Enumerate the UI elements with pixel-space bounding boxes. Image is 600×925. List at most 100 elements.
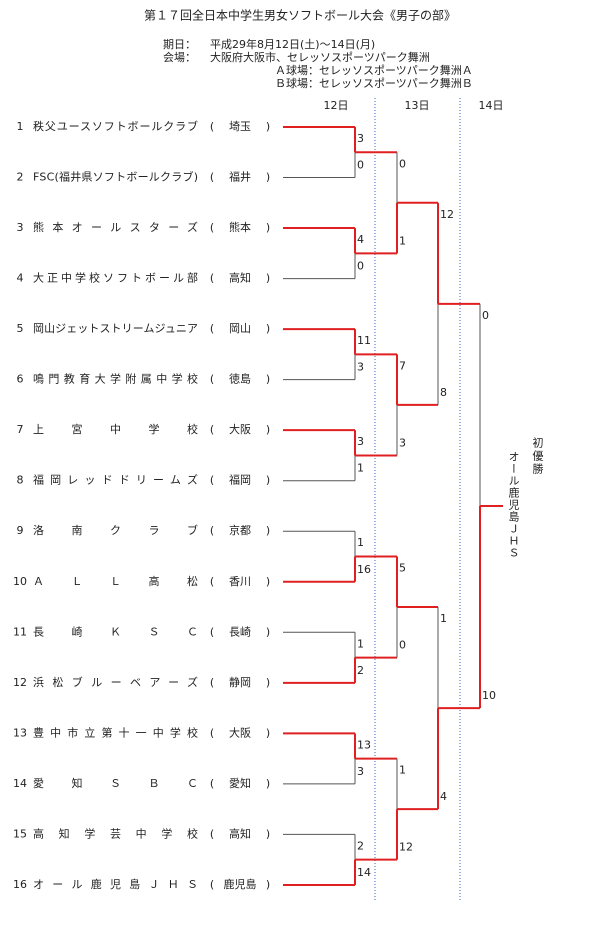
team-prefecture: 福岡 — [229, 473, 251, 487]
team-prefecture: 長崎 — [229, 624, 251, 638]
paren: ( — [210, 120, 214, 133]
team-number: 5 — [17, 322, 24, 335]
venue: 大阪府大阪市、セレッソスポーツパーク舞洲 — [210, 50, 430, 64]
team-name: 岡山ジェットストリームジュニア — [33, 322, 198, 335]
team-number: 7 — [17, 423, 24, 436]
paren: ( — [210, 524, 214, 537]
score: 0 — [482, 309, 489, 322]
paren: ( — [210, 625, 214, 638]
team-name: FSC(福井県ソフトボールクラブ) — [33, 170, 198, 184]
champion-team: オール鹿児島ＪＨＳ — [507, 451, 520, 559]
paren: ) — [266, 878, 270, 891]
paren: ) — [266, 676, 270, 689]
day-label: 12日 — [324, 99, 349, 112]
champion-note: 初優勝 — [531, 436, 544, 476]
team-prefecture: 静岡 — [229, 675, 251, 689]
paren: ) — [266, 777, 270, 790]
team-name: 上宮中学校 — [33, 422, 198, 436]
score: 12 — [399, 841, 413, 854]
team-number: 10 — [13, 575, 27, 588]
score: 10 — [482, 689, 496, 702]
paren: ) — [266, 272, 270, 285]
team-number: 14 — [13, 777, 27, 790]
team-name: ＡＬＬ高松 — [33, 574, 198, 588]
score: 4 — [357, 233, 364, 246]
team-number: 15 — [13, 827, 27, 840]
score: 1 — [357, 462, 364, 475]
score: 3 — [357, 361, 364, 374]
score: 16 — [357, 563, 371, 576]
field-b: Ｂ球場：セレッソスポーツパーク舞洲Ｂ — [275, 76, 473, 90]
score: 2 — [357, 839, 364, 852]
team-prefecture: 香川 — [229, 575, 251, 588]
score: 0 — [357, 159, 364, 172]
paren: ( — [210, 171, 214, 184]
score: 3 — [357, 435, 364, 448]
field-a: Ａ球場：セレッソスポーツパーク舞洲Ａ — [275, 63, 473, 77]
team-name: 大正中学校ソフトボール部 — [33, 271, 198, 285]
team-name: 浜松ブルーベアーズ — [33, 675, 198, 689]
score: 1 — [357, 536, 364, 549]
score: 1 — [440, 612, 447, 625]
team-number: 9 — [17, 524, 24, 537]
paren: ( — [210, 878, 214, 891]
score: 2 — [357, 664, 364, 677]
team-prefecture: 大阪 — [229, 725, 251, 739]
team-name: 洛南クラブ — [33, 523, 198, 537]
team-name: オール鹿児島ＪＨＳ — [33, 877, 198, 891]
team-prefecture: 京都 — [229, 523, 251, 537]
paren: ) — [266, 625, 270, 638]
score: 14 — [357, 866, 371, 879]
team-prefecture: 大阪 — [229, 422, 251, 436]
team-prefecture: 徳島 — [229, 372, 251, 386]
score: 1 — [399, 234, 406, 247]
paren: ( — [210, 322, 214, 335]
team-prefecture: 高知 — [229, 826, 251, 840]
score: 1 — [399, 764, 406, 777]
day-label: 13日 — [405, 99, 430, 112]
paren: ( — [210, 726, 214, 739]
date-label: 期日： — [163, 38, 196, 51]
score: 1 — [357, 637, 364, 650]
paren: ) — [266, 423, 270, 436]
date: 平成29年8月12日(土)～14日(月) — [210, 37, 375, 51]
paren: ) — [266, 322, 270, 335]
team-prefecture: 高知 — [229, 271, 251, 285]
team-name: 鳴門教育大学附属中学校 — [33, 372, 198, 386]
paren: ( — [210, 676, 214, 689]
team-number: 1 — [17, 120, 24, 133]
score: 0 — [357, 260, 364, 273]
team-name: 熊本オールスターズ — [33, 220, 198, 234]
paren: ) — [266, 474, 270, 487]
paren: ( — [210, 575, 214, 588]
score: 7 — [399, 359, 406, 372]
team-name: 秩父ユースソフトボールクラブ — [33, 119, 198, 133]
team-number: 11 — [13, 625, 27, 638]
score: 0 — [399, 157, 406, 170]
team-prefecture: 福井 — [229, 170, 251, 184]
paren: ) — [266, 524, 270, 537]
score: 8 — [440, 386, 447, 399]
score: 3 — [399, 436, 406, 449]
team-name: 愛知ＳＢＣ — [33, 776, 198, 790]
paren: ( — [210, 827, 214, 840]
score: 12 — [440, 208, 454, 221]
team-number: 2 — [17, 171, 24, 184]
venue-label: 会場： — [163, 51, 196, 64]
paren: ) — [266, 120, 270, 133]
score: 13 — [357, 738, 371, 751]
team-number: 3 — [17, 221, 24, 234]
team-prefecture: 愛知 — [229, 776, 251, 790]
paren: ( — [210, 373, 214, 386]
team-prefecture: 埼玉 — [229, 119, 251, 133]
paren: ( — [210, 777, 214, 790]
paren: ) — [266, 726, 270, 739]
paren: ( — [210, 221, 214, 234]
team-name: 豊中市立第十一中学校 — [33, 725, 198, 739]
paren: ) — [266, 171, 270, 184]
paren: ) — [266, 827, 270, 840]
score: 4 — [440, 790, 447, 803]
team-number: 13 — [13, 726, 27, 739]
score: 11 — [357, 334, 371, 347]
